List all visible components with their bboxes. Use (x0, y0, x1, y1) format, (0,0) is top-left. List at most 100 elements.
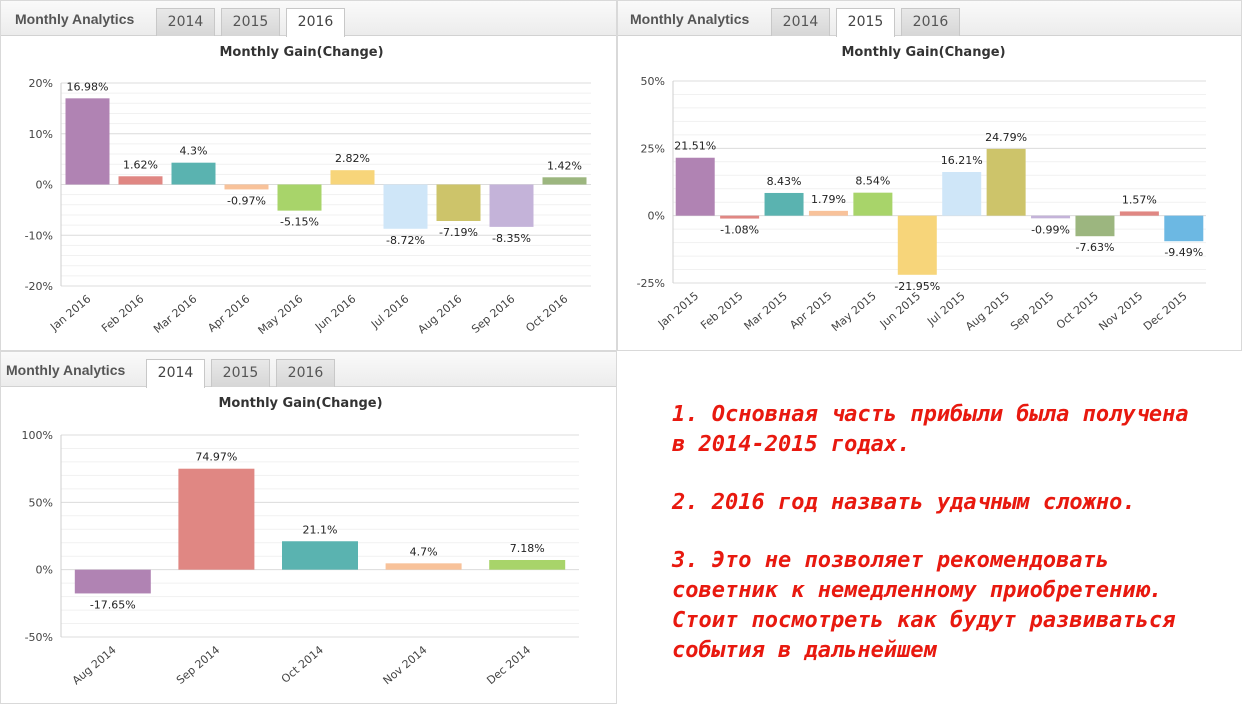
x-tick-label: Oct 2016 (523, 292, 570, 334)
y-tick-label: 50% (29, 496, 53, 509)
tab-2015[interactable]: 2015 (211, 359, 270, 387)
x-tick-label: Sep 2014 (174, 643, 222, 687)
y-tick-label: 100% (22, 429, 53, 442)
data-label: 16.98% (67, 80, 109, 93)
x-tick-label: Oct 2015 (1054, 289, 1101, 331)
tab-2014[interactable]: 2014 (156, 8, 215, 36)
x-tick-label: Feb 2016 (99, 292, 146, 335)
x-tick-label: Jul 2015 (924, 289, 967, 328)
chart-title: Monthly Gain(Change) (219, 45, 384, 60)
bar (1031, 215, 1071, 219)
x-tick-label: Aug 2014 (70, 643, 119, 687)
data-label: 7.18% (510, 542, 545, 555)
x-tick-label: Aug 2015 (963, 289, 1012, 333)
tab-2016[interactable]: 2016 (901, 8, 960, 36)
bar (178, 468, 255, 570)
y-tick-label: -50% (25, 631, 53, 644)
x-tick-label: Jun 2015 (877, 289, 923, 331)
bar (383, 184, 428, 229)
data-label: 24.79% (985, 131, 1027, 144)
data-label: 8.43% (767, 175, 802, 188)
x-tick-label: Nov 2015 (1096, 289, 1145, 333)
notes-block: 1. Основная часть прибыли была получена … (672, 400, 1232, 694)
bar (65, 98, 110, 185)
data-label: 21.1% (303, 523, 338, 536)
data-label: 16.21% (941, 154, 983, 167)
y-tick-label: -25% (637, 277, 665, 290)
panel-header: Monthly Analytics 2014 2015 2016 (1, 1, 616, 37)
bar (808, 210, 848, 216)
y-tick-label: 10% (29, 128, 53, 141)
data-label: 21.51% (674, 140, 716, 153)
chart-title: Monthly Gain(Change) (841, 45, 1006, 60)
bar (986, 148, 1026, 216)
data-label: 8.54% (855, 175, 890, 188)
data-label: 74.97% (195, 451, 237, 464)
bar (720, 215, 760, 219)
chart-panel-2014: Monthly Analytics 2014 2015 2016 Monthly… (0, 351, 617, 704)
data-label: 1.62% (123, 158, 158, 171)
data-label: -17.65% (90, 598, 136, 611)
panel-title: Monthly Analytics (15, 11, 135, 27)
x-tick-label: Aug 2016 (415, 292, 464, 336)
bar-chart-2014: -50% 0% 50% 100% -17.65% Aug 2014 74.97% Sep 20… (22, 429, 579, 687)
data-label: -8.72% (386, 234, 425, 247)
x-tick-label: Sep 2015 (1008, 289, 1056, 333)
x-tick-label: Mar 2016 (151, 292, 199, 336)
chart-title: Monthly Gain(Change) (218, 396, 383, 411)
tab-2014[interactable]: 2014 (771, 8, 830, 36)
data-label: -21.95% (894, 280, 940, 293)
data-label: 4.3% (180, 145, 208, 158)
tab-2015[interactable]: 2015 (836, 8, 895, 37)
bar (764, 192, 804, 216)
x-tick-label: Feb 2015 (698, 289, 745, 332)
bar (118, 176, 163, 185)
x-tick-label: May 2016 (256, 292, 306, 337)
x-tick-label: Apr 2015 (787, 289, 834, 331)
data-label: -8.35% (492, 232, 531, 245)
bar (542, 177, 587, 185)
bar (436, 184, 481, 221)
data-label: 4.7% (410, 545, 438, 558)
y-tick-label: -10% (25, 229, 53, 242)
bar (1164, 215, 1204, 242)
x-tick-label: Apr 2016 (205, 292, 252, 334)
data-label: 1.42% (547, 159, 582, 172)
data-label: 1.57% (1122, 193, 1157, 206)
bar (853, 192, 893, 216)
data-label: 2.82% (335, 152, 370, 165)
tab-2015[interactable]: 2015 (221, 8, 280, 36)
data-label: 1.79% (811, 193, 846, 206)
panel-header: Monthly Analytics 2014 2015 2016 (1, 352, 616, 388)
bar (282, 541, 358, 570)
bar (74, 569, 151, 594)
x-tick-label: Jan 2015 (655, 289, 701, 331)
x-tick-label: Jan 2016 (47, 292, 93, 334)
note-3: 3. Это не позволяет рекомендовать советн… (672, 548, 1176, 663)
data-label: -0.97% (227, 194, 266, 207)
bar (171, 162, 216, 185)
tab-2016[interactable]: 2016 (286, 8, 345, 37)
data-label: -1.08% (720, 224, 759, 237)
tab-2014[interactable]: 2014 (146, 359, 205, 388)
x-tick-label: Sep 2016 (469, 292, 517, 336)
bar (330, 170, 375, 185)
chart-panel-2015: Monthly Analytics 2014 2015 2016 Monthly… (617, 0, 1242, 351)
bar-chart-2015: -25% 0% 25% 50% 21.51% Jan 2015 -1.08% Feb 2015… (637, 75, 1206, 334)
x-tick-label: Dec 2014 (484, 643, 533, 687)
bar (277, 184, 322, 211)
x-tick-label: Dec 2015 (1141, 289, 1190, 333)
x-tick-label: Jul 2016 (368, 292, 411, 331)
panel-header: Monthly Analytics 2014 2015 2016 (618, 1, 1241, 37)
panel-title: Monthly Analytics (6, 362, 126, 378)
note-1: 1. Основная часть прибыли была получена … (672, 402, 1189, 457)
y-tick-label: 50% (641, 75, 665, 88)
tab-2016[interactable]: 2016 (276, 359, 335, 387)
y-tick-label: 0% (36, 564, 53, 577)
data-label: -9.49% (1164, 246, 1203, 259)
bar-chart-2016: -20% -10% 0% 10% 20% 16.98% Jan 2016 1.62% Feb 2… (25, 77, 591, 337)
bar (489, 559, 566, 570)
data-label: -7.63% (1075, 241, 1114, 254)
bar (942, 172, 982, 216)
note-2: 2. 2016 год назвать удачным сложно. (672, 490, 1136, 515)
